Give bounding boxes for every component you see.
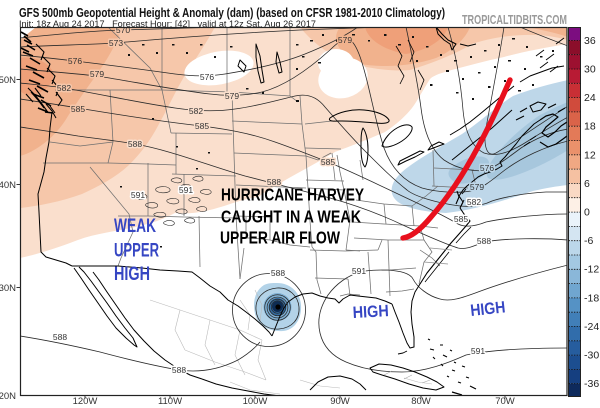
svg-text:HURRICANE HARVEY: HURRICANE HARVEY	[221, 185, 364, 205]
svg-text:582: 582	[189, 106, 203, 116]
svg-text:CAUGHT IN A WEAK: CAUGHT IN A WEAK	[221, 207, 361, 227]
svg-text:591: 591	[352, 266, 366, 276]
svg-text:24: 24	[584, 92, 596, 104]
svg-text:36: 36	[584, 35, 596, 47]
svg-text:579: 579	[90, 69, 104, 79]
svg-text:585: 585	[454, 214, 468, 224]
svg-text:588: 588	[267, 177, 281, 187]
svg-text:573: 573	[109, 38, 123, 48]
svg-text:591: 591	[179, 185, 193, 195]
svg-text:100W: 100W	[243, 396, 268, 407]
svg-text:70W: 70W	[495, 396, 515, 407]
svg-text:585: 585	[71, 104, 85, 114]
svg-text:80W: 80W	[411, 396, 431, 407]
svg-text:591: 591	[131, 190, 145, 200]
svg-text:588: 588	[477, 236, 491, 246]
svg-text:576: 576	[480, 163, 494, 173]
svg-text:585: 585	[321, 157, 335, 167]
svg-text:-6: -6	[584, 235, 593, 247]
svg-text:588: 588	[53, 332, 67, 342]
svg-text:20N: 20N	[0, 391, 16, 402]
svg-text:591: 591	[471, 346, 485, 356]
svg-text:588: 588	[128, 139, 142, 149]
svg-text:120W: 120W	[73, 396, 98, 407]
svg-text:582: 582	[57, 83, 71, 93]
svg-text:UPPER: UPPER	[114, 241, 159, 262]
svg-text:588: 588	[271, 268, 285, 278]
svg-text:18: 18	[584, 121, 596, 133]
svg-text:TROPICALTIDBITS.COM: TROPICALTIDBITS.COM	[462, 13, 567, 27]
svg-text:-30: -30	[584, 350, 599, 362]
svg-text:576: 576	[200, 72, 214, 82]
svg-text:Init: 18z Aug 24 2017 Foreca: Init: 18z Aug 24 2017 Forecast Hour: [42…	[19, 19, 316, 30]
svg-text:40N: 40N	[0, 180, 16, 191]
svg-text:WEAK: WEAK	[114, 216, 156, 237]
svg-text:UPPER AIR FLOW: UPPER AIR FLOW	[220, 228, 340, 248]
svg-text:576: 576	[68, 56, 82, 66]
svg-text:585: 585	[195, 121, 209, 131]
svg-text:588: 588	[172, 365, 186, 375]
svg-text:HIGH: HIGH	[470, 298, 507, 320]
svg-text:90W: 90W	[330, 396, 350, 407]
svg-text:50N: 50N	[0, 75, 16, 86]
svg-text:HIGH: HIGH	[352, 302, 389, 322]
svg-text:579: 579	[225, 91, 239, 101]
svg-text:HIGH: HIGH	[114, 264, 150, 285]
svg-text:0: 0	[584, 207, 590, 219]
svg-text:6: 6	[584, 178, 590, 190]
svg-text:110W: 110W	[158, 396, 182, 407]
svg-text:582: 582	[467, 197, 481, 207]
svg-text:570: 570	[116, 25, 130, 35]
svg-text:-18: -18	[584, 293, 599, 305]
svg-text:-24: -24	[584, 321, 599, 333]
svg-text:-36: -36	[584, 378, 599, 390]
svg-text:30N: 30N	[0, 283, 16, 294]
svg-text:579: 579	[470, 182, 484, 192]
svg-text:30: 30	[584, 64, 596, 76]
svg-text:GFS 500mb Geopotential Height: GFS 500mb Geopotential Height & Anomaly …	[19, 5, 445, 20]
svg-text:579: 579	[338, 35, 352, 45]
svg-text:-12: -12	[584, 264, 599, 276]
svg-text:12: 12	[584, 150, 596, 162]
